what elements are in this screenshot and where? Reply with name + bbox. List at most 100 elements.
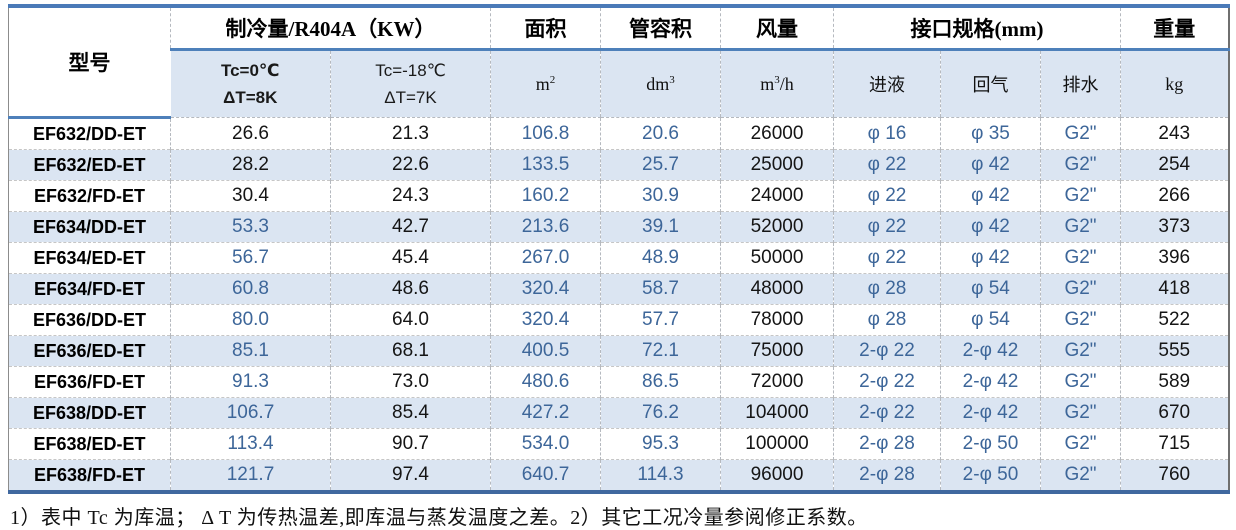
liquid-inlet-cell: φ 22	[833, 149, 941, 181]
gas-return-cell: φ 54	[940, 304, 1041, 336]
column-group-cooling-capacity: 制冷量/R404A（KW）	[170, 6, 491, 51]
capacity-minus18c-cell: 85.4	[330, 397, 491, 429]
column-header-weight: 重量	[1120, 6, 1229, 51]
area-cell: 534.0	[490, 428, 601, 460]
capacity-0c-cell: 60.8	[170, 273, 331, 305]
drain-cell: G2"	[1039, 211, 1121, 243]
table-row: EF638/FD-ET 121.7 97.4 640.7 114.3 96000…	[8, 459, 1229, 492]
capacity-0c-cell: 53.3	[170, 211, 331, 243]
liquid-inlet-cell: φ 28	[833, 273, 941, 305]
liquid-inlet-cell: 2-φ 22	[833, 335, 941, 367]
capacity-minus18c-cell: 45.4	[330, 242, 491, 274]
model-cell: EF634/ED-ET	[8, 242, 171, 274]
airflow-cell: 75000	[720, 335, 834, 367]
drain-cell: G2"	[1039, 180, 1121, 212]
capacity-minus18c-cell: 73.0	[330, 366, 491, 398]
drain-cell: G2"	[1039, 459, 1121, 492]
table-row: EF632/DD-ET 26.6 21.3 106.8 20.6 26000 φ…	[8, 117, 1229, 150]
capacity-0c-cell: 30.4	[170, 180, 331, 212]
table-row: EF634/FD-ET 60.8 48.6 320.4 58.7 48000 φ…	[8, 273, 1229, 305]
gas-return-cell: 2-φ 50	[940, 459, 1041, 492]
model-cell: EF632/ED-ET	[8, 149, 171, 181]
tc18-delta: ΔT=7K	[384, 88, 437, 107]
drain-cell: G2"	[1039, 335, 1121, 367]
weight-cell: 243	[1120, 117, 1229, 150]
airflow-cell: 96000	[720, 459, 834, 492]
area-cell: 213.6	[490, 211, 601, 243]
model-cell: EF634/FD-ET	[8, 273, 171, 305]
airflow-cell: 26000	[720, 117, 834, 150]
weight-cell: 555	[1120, 335, 1229, 367]
tube-volume-cell: 95.3	[600, 428, 721, 460]
capacity-minus18c-cell: 21.3	[330, 117, 491, 150]
capacity-0c-cell: 113.4	[170, 428, 331, 460]
area-cell: 267.0	[490, 242, 601, 274]
liquid-inlet-cell: 2-φ 28	[833, 428, 941, 460]
gas-return-cell: 2-φ 50	[940, 428, 1041, 460]
airflow-cell: 104000	[720, 397, 834, 429]
weight-cell: 522	[1120, 304, 1229, 336]
subheader-tc-18: Tc=-18℃ ΔT=7K	[330, 49, 491, 118]
column-header-airflow: 风量	[720, 6, 834, 51]
table-row: EF632/FD-ET 30.4 24.3 160.2 30.9 24000 φ…	[8, 180, 1229, 212]
weight-cell: 373	[1120, 211, 1229, 243]
drain-cell: G2"	[1039, 149, 1121, 181]
table-row: EF636/ED-ET 85.1 68.1 400.5 72.1 75000 2…	[8, 335, 1229, 367]
drain-cell: G2"	[1039, 304, 1121, 336]
model-cell: EF636/ED-ET	[8, 335, 171, 367]
tube-volume-cell: 86.5	[600, 366, 721, 398]
model-cell: EF632/FD-ET	[8, 180, 171, 212]
gas-return-cell: φ 42	[940, 180, 1041, 212]
liquid-inlet-cell: φ 28	[833, 304, 941, 336]
subheader-drain: 排水	[1039, 49, 1121, 118]
capacity-0c-cell: 56.7	[170, 242, 331, 274]
drain-cell: G2"	[1039, 273, 1121, 305]
liquid-inlet-cell: 2-φ 28	[833, 459, 941, 492]
column-header-area: 面积	[490, 6, 601, 51]
capacity-0c-cell: 106.7	[170, 397, 331, 429]
tube-volume-cell: 20.6	[600, 117, 721, 150]
gas-return-cell: φ 42	[940, 242, 1041, 274]
table-row: EF638/ED-ET 113.4 90.7 534.0 95.3 100000…	[8, 428, 1229, 460]
capacity-minus18c-cell: 97.4	[330, 459, 491, 492]
column-header-model: 型号	[8, 6, 171, 119]
model-cell: EF638/DD-ET	[8, 397, 171, 429]
tube-volume-cell: 57.7	[600, 304, 721, 336]
area-cell: 400.5	[490, 335, 601, 367]
table-row: EF638/DD-ET 106.7 85.4 427.2 76.2 104000…	[8, 397, 1229, 429]
capacity-minus18c-cell: 68.1	[330, 335, 491, 367]
liquid-inlet-cell: φ 22	[833, 180, 941, 212]
weight-cell: 715	[1120, 428, 1229, 460]
weight-cell: 670	[1120, 397, 1229, 429]
subheader-volume-unit: dm3	[600, 49, 721, 118]
capacity-0c-cell: 28.2	[170, 149, 331, 181]
liquid-inlet-cell: φ 22	[833, 242, 941, 274]
tc0-delta: ΔT=8K	[223, 88, 278, 107]
tube-volume-cell: 48.9	[600, 242, 721, 274]
subheader-airflow-unit: m3/h	[720, 49, 834, 118]
tube-volume-cell: 25.7	[600, 149, 721, 181]
area-cell: 106.8	[490, 117, 601, 150]
liquid-inlet-cell: 2-φ 22	[833, 397, 941, 429]
subheader-weight-unit: kg	[1120, 49, 1229, 118]
model-cell: EF634/DD-ET	[8, 211, 171, 243]
column-group-connection-spec: 接口规格(mm)	[832, 6, 1121, 51]
capacity-minus18c-cell: 22.6	[330, 149, 491, 181]
gas-return-cell: φ 54	[940, 273, 1041, 305]
gas-return-cell: 2-φ 42	[940, 397, 1041, 429]
weight-cell: 266	[1120, 180, 1229, 212]
table-row: EF636/FD-ET 91.3 73.0 480.6 86.5 72000 2…	[8, 366, 1229, 398]
liquid-inlet-cell: 2-φ 22	[833, 366, 941, 398]
tube-volume-cell: 30.9	[600, 180, 721, 212]
area-cell: 320.4	[490, 273, 601, 305]
column-header-tube-volume: 管容积	[600, 6, 721, 51]
airflow-cell: 48000	[720, 273, 834, 305]
drain-cell: G2"	[1039, 428, 1121, 460]
weight-cell: 418	[1120, 273, 1229, 305]
table-footnote: 1）表中 Tc 为库温； Δ T 为传热温差,即库温与蒸发温度之差。2）其它工况…	[10, 507, 868, 529]
model-cell: EF632/DD-ET	[8, 117, 171, 150]
capacity-0c-cell: 85.1	[170, 335, 331, 367]
model-cell: EF636/FD-ET	[8, 366, 171, 398]
area-cell: 160.2	[490, 180, 601, 212]
weight-cell: 396	[1120, 242, 1229, 274]
